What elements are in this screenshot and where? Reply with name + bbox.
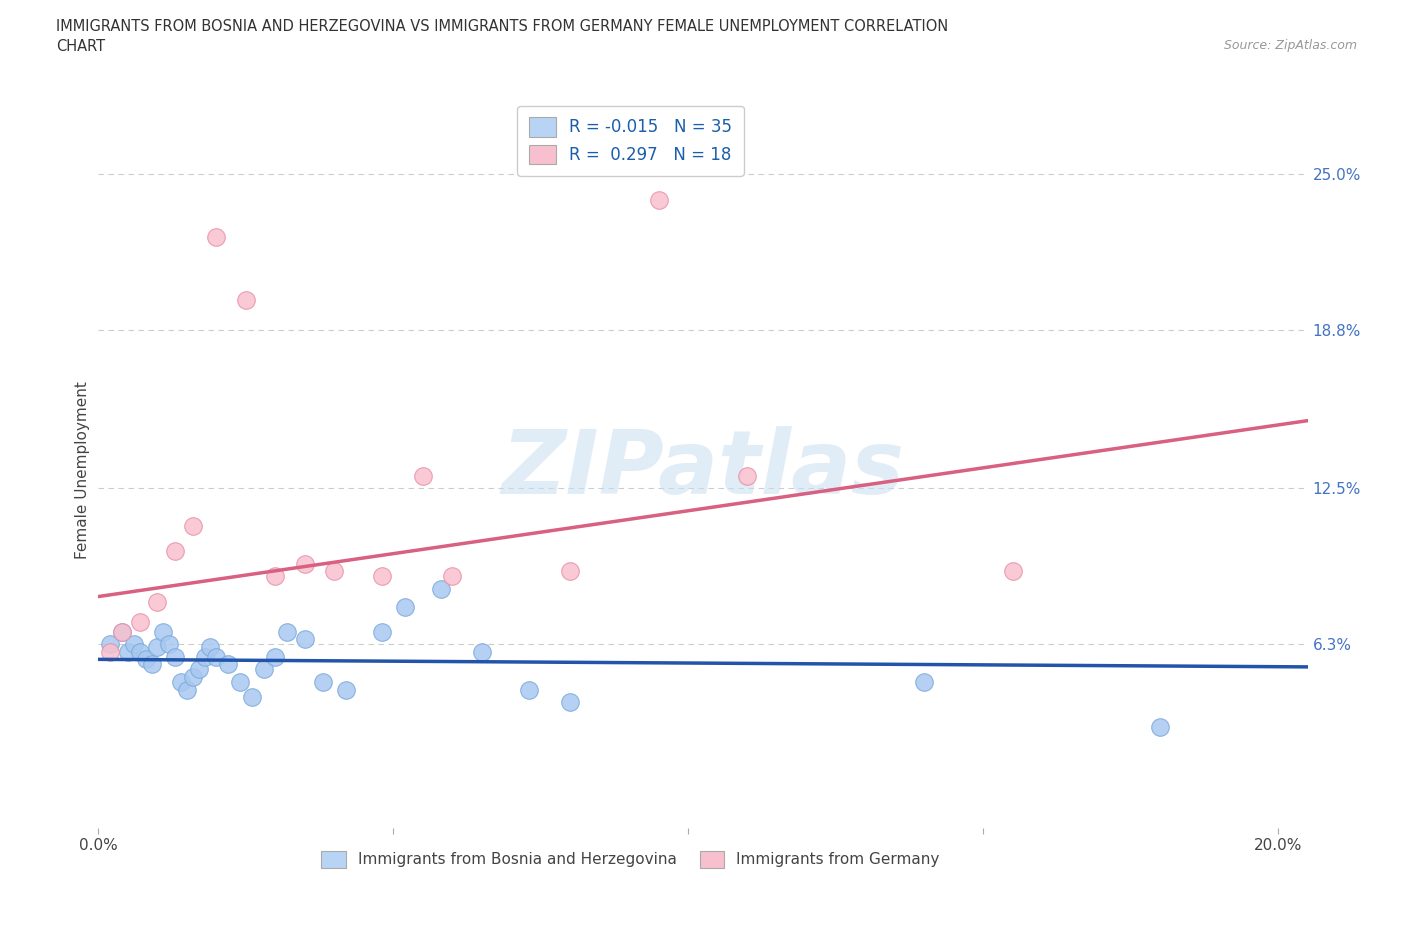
- Point: [276, 624, 298, 639]
- Point: [111, 624, 134, 639]
- Point: [412, 469, 434, 484]
- Point: [98, 637, 121, 652]
- Text: ZIPatlas: ZIPatlas: [502, 426, 904, 513]
- Point: [441, 569, 464, 584]
- Point: [165, 649, 187, 664]
- Text: IMMIGRANTS FROM BOSNIA AND HERZEGOVINA VS IMMIGRANTS FROM GERMANY FEMALE UNEMPLO: IMMIGRANTS FROM BOSNIA AND HERZEGOVINA V…: [56, 19, 949, 33]
- Point: [294, 556, 316, 571]
- Point: [1001, 564, 1024, 578]
- Point: [181, 519, 204, 534]
- Point: [394, 599, 416, 614]
- Point: [205, 649, 228, 664]
- Point: [165, 544, 187, 559]
- Point: [517, 682, 540, 697]
- Point: [229, 674, 252, 689]
- Point: [146, 639, 169, 654]
- Point: [141, 657, 163, 671]
- Point: [135, 652, 157, 667]
- Point: [98, 644, 121, 659]
- Point: [252, 662, 274, 677]
- Point: [648, 193, 671, 207]
- Point: [146, 594, 169, 609]
- Point: [117, 644, 139, 659]
- Point: [735, 469, 758, 484]
- Point: [194, 649, 217, 664]
- Point: [560, 564, 582, 578]
- Legend: Immigrants from Bosnia and Herzegovina, Immigrants from Germany: Immigrants from Bosnia and Herzegovina, …: [315, 844, 946, 874]
- Point: [429, 581, 451, 596]
- Point: [264, 649, 287, 664]
- Point: [335, 682, 357, 697]
- Y-axis label: Female Unemployment: Female Unemployment: [75, 380, 90, 559]
- Point: [181, 670, 204, 684]
- Point: [370, 569, 392, 584]
- Point: [217, 657, 239, 671]
- Point: [128, 614, 150, 629]
- Text: CHART: CHART: [56, 39, 105, 54]
- Point: [111, 624, 134, 639]
- Point: [311, 674, 333, 689]
- Point: [152, 624, 174, 639]
- Point: [122, 637, 145, 652]
- Point: [170, 674, 193, 689]
- Text: Source: ZipAtlas.com: Source: ZipAtlas.com: [1223, 39, 1357, 52]
- Point: [235, 293, 257, 308]
- Point: [1149, 720, 1171, 735]
- Point: [128, 644, 150, 659]
- Point: [187, 662, 209, 677]
- Point: [264, 569, 287, 584]
- Point: [323, 564, 346, 578]
- Point: [240, 690, 263, 705]
- Point: [471, 644, 494, 659]
- Point: [176, 682, 198, 697]
- Point: [205, 230, 228, 245]
- Point: [200, 639, 222, 654]
- Point: [294, 631, 316, 646]
- Point: [912, 674, 935, 689]
- Point: [370, 624, 392, 639]
- Point: [560, 695, 582, 710]
- Point: [157, 637, 180, 652]
